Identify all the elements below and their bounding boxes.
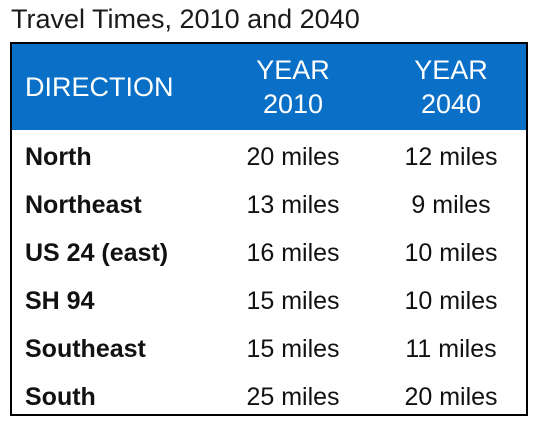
direction-cell: Southeast [25,335,146,363]
header-text: DIRECTION [25,72,174,102]
direction-cell: SH 94 [25,287,95,315]
time-cell: 10 miles [404,239,498,267]
time-cell: 9 miles [411,191,491,219]
time-cell: 20 miles [404,383,498,411]
table-header: DIRECTION YEAR 2010 YEAR 2040 [12,44,526,130]
direction-cell: North [25,143,92,171]
time-cell: 15 miles [246,335,340,363]
direction-cell: US 24 (east) [25,239,169,267]
direction-cell: South [25,383,96,411]
time-cell: 11 miles [405,335,497,363]
header-text: YEAR [256,55,330,85]
table-row: SH 94 15 miles 10 miles [12,277,526,325]
header-text: 2010 [262,89,324,119]
header-cell: YEAR 2010 [212,44,374,130]
time-cell: 20 miles [246,143,340,171]
table-row: US 24 (east) 16 miles 10 miles [12,229,526,277]
header-cell: DIRECTION [25,44,174,130]
time-cell: 15 miles [246,287,340,315]
time-cell: 10 miles [404,287,498,315]
direction-cell: Northeast [25,191,142,219]
header-text: 2040 [420,89,482,119]
time-cell: 12 miles [404,143,498,171]
time-cell: 25 miles [246,383,340,411]
table-row: North 20 miles 12 miles [12,133,526,181]
title: Travel Times, 2010 and 2040 [11,4,360,34]
time-cell: 16 miles [246,239,340,267]
header-text: YEAR [414,55,488,85]
table-row: Southeast 15 miles 11 miles [12,325,526,373]
header-cell: YEAR 2040 [374,44,528,130]
table: DIRECTION YEAR 2010 YEAR 2040 North 20 miles 1… [10,42,528,416]
table-row: South 25 miles 20 miles [12,373,526,421]
table-row: Northeast 13 miles 9 miles [12,181,526,229]
time-cell: 13 miles [246,191,340,219]
